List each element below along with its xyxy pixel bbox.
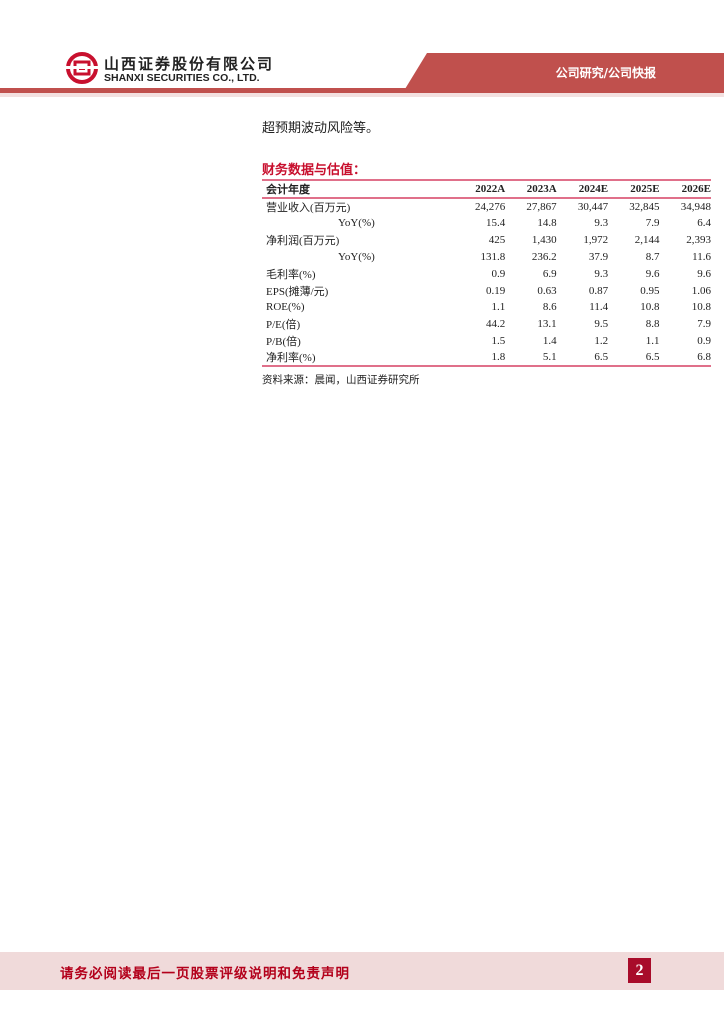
table-cell: 1.4 [542, 334, 557, 347]
company-logo-icon [66, 52, 98, 84]
row-label: 毛利率(%) [266, 268, 316, 281]
page-number: 2 [628, 958, 651, 983]
table-row: 毛利率(%) 0.9 6.9 9.3 9.6 9.6 [262, 265, 711, 282]
row-label: 净利润(百万元) [266, 235, 340, 248]
intro-text: 超预期波动风险等。 [262, 120, 380, 135]
table-cell: 6.5 [594, 351, 609, 364]
table-cell: 14.8 [537, 217, 557, 230]
table-cell: 13.1 [537, 318, 557, 331]
table-cell: 1.8 [491, 351, 506, 364]
table-cell: 30,447 [577, 201, 609, 213]
table-cell: 15.4 [485, 217, 506, 230]
table-row: P/E(倍) 44.2 13.1 9.5 8.8 7.9 [262, 316, 711, 333]
column-header: 2025E [630, 183, 660, 195]
table-cell: 131.8 [480, 250, 506, 263]
section-label: 公司研究/公司快报 [555, 66, 656, 80]
table-cell: 1,430 [531, 234, 557, 247]
table-cell: 1.1 [491, 301, 506, 314]
table-cell: 11.6 [692, 250, 711, 263]
table-cell: 9.3 [594, 267, 609, 280]
header-divider-shadow [0, 93, 724, 97]
column-header: 2022A [475, 183, 506, 195]
table-row: ROE(%) 1.1 8.6 11.4 10.8 10.8 [262, 299, 711, 316]
table-cell: 10.8 [640, 301, 660, 314]
table-header-row: 会计年度 2022A 2023A 2024E 2025E 2026E [262, 180, 711, 198]
table-title: 财务数据与估值： [262, 163, 367, 178]
header-band [405, 53, 724, 89]
column-header: 2024E [578, 183, 609, 195]
table-cell: 8.6 [542, 301, 557, 314]
table-cell: 9.3 [594, 217, 609, 230]
table-cell: 6.8 [697, 351, 711, 364]
row-label: 营业收入(百万元) [266, 202, 351, 214]
table-cell: 9.5 [594, 318, 609, 331]
table-cell: 0.9 [697, 334, 711, 347]
table-row: YoY(%) 131.8 236.2 37.9 8.7 11.6 [262, 249, 711, 266]
table-cell: 7.9 [697, 318, 711, 331]
header-divider [0, 88, 724, 93]
table-row: 净利润(百万元) 425 1,430 1,972 2,144 2,393 [262, 232, 711, 249]
table-cell: 1.06 [691, 284, 711, 297]
company-name-cn: 山西证券股份有限公司 [104, 55, 275, 73]
table-cell: 6.4 [697, 217, 711, 230]
table-cell: 425 [488, 234, 506, 247]
table-cell: 32,845 [629, 201, 660, 213]
row-label: P/E(倍) [266, 319, 301, 332]
table-cell: 2,393 [686, 234, 711, 247]
row-label: EPS(摊薄/元) [266, 285, 329, 298]
table-cell: 0.63 [537, 284, 557, 297]
table-cell: 34,948 [680, 201, 711, 213]
table-cell: 6.9 [542, 267, 557, 280]
table-cell: 6.5 [645, 351, 660, 364]
row-label: ROE(%) [266, 301, 305, 314]
table-row: P/B(倍) 1.5 1.4 1.2 1.1 0.9 [262, 333, 711, 350]
footer-bar [0, 952, 724, 990]
table-row: 营业收入(百万元) 24,276 27,867 30,447 32,845 34,948 [262, 198, 711, 215]
table-cell: 37.9 [588, 250, 609, 263]
table-cell: 1.2 [594, 334, 609, 347]
table-cell: 0.19 [485, 284, 506, 297]
table-row: 净利率(%) 1.8 5.1 6.5 6.5 6.8 [262, 349, 711, 367]
table-cell: 2,144 [634, 234, 660, 247]
table-cell: 7.9 [645, 217, 660, 230]
table-cell: 9.6 [645, 267, 660, 280]
row-label: 净利率(%) [266, 352, 316, 365]
table-cell: 24,276 [474, 201, 506, 213]
column-header: 2026E [681, 183, 711, 195]
table-source: 资料来源：晨闻，山西证券研究所 [262, 374, 420, 386]
table-cell: 27,867 [526, 201, 557, 213]
table-cell: 0.87 [588, 284, 609, 297]
table-row: YoY(%) 15.4 14.8 9.3 7.9 6.4 [262, 215, 711, 232]
disclaimer-link[interactable]: 请务必阅读最后一页股票评级说明和免责声明 [60, 966, 350, 981]
row-label: YoY(%) [338, 250, 375, 263]
table-cell: 8.7 [645, 250, 660, 263]
row-label: P/B(倍) [266, 335, 301, 348]
column-header: 会计年度 [266, 184, 310, 196]
table-cell: 10.8 [691, 301, 711, 314]
table-cell: 236.2 [531, 250, 557, 263]
table-cell: 8.8 [645, 318, 660, 331]
table-cell: 9.6 [697, 267, 711, 280]
financial-table: 会计年度 2022A 2023A 2024E 2025E 2026E 营业收入(百万元) 2… [262, 179, 711, 367]
table-cell: 0.95 [640, 284, 660, 297]
table-cell: 1,972 [583, 234, 609, 247]
table-cell: 0.9 [491, 267, 506, 280]
table-cell: 5.1 [542, 351, 557, 364]
table-cell: 11.4 [589, 301, 609, 314]
table-cell: 1.1 [645, 334, 660, 347]
company-name-en: SHANXI SECURITIES CO., LTD. [104, 72, 260, 84]
table-cell: 1.5 [491, 334, 506, 347]
row-label: YoY(%) [338, 217, 375, 230]
column-header: 2023A [526, 183, 557, 195]
table-cell: 44.2 [485, 318, 506, 331]
table-row: EPS(摊薄/元) 0.19 0.63 0.87 0.95 1.06 [262, 282, 711, 299]
